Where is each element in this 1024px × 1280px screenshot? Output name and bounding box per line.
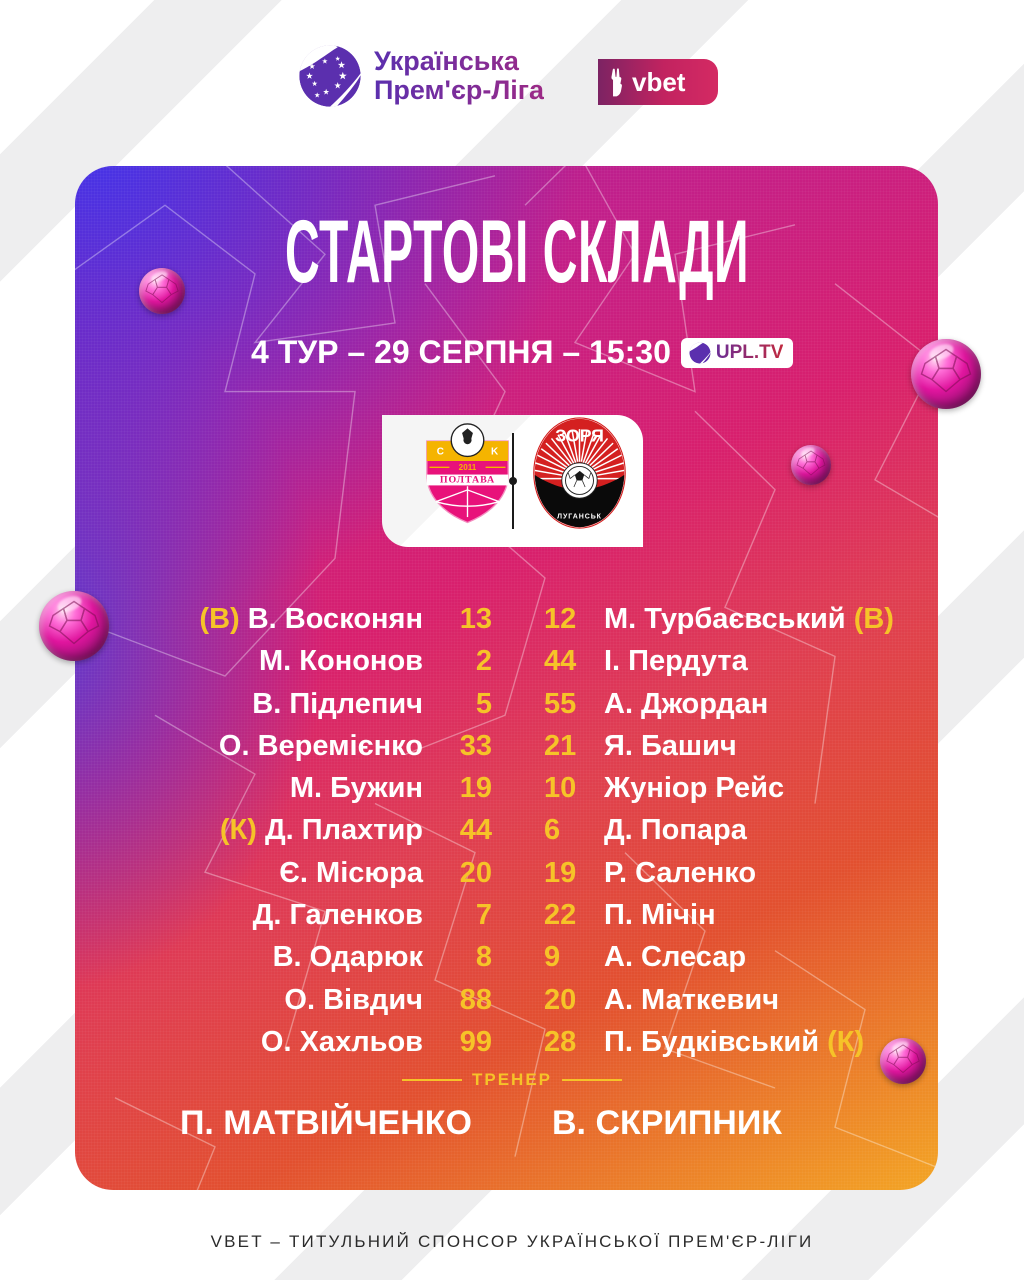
svg-text:C: C — [437, 447, 444, 458]
svg-text:ЛУГАНСЬК: ЛУГАНСЬК — [557, 514, 602, 521]
svg-text:2011: 2011 — [459, 463, 477, 472]
svg-text:ПОЛТАВА: ПОЛТАВА — [440, 475, 495, 486]
svg-text:ЗОРЯ: ЗОРЯ — [555, 425, 604, 445]
svg-text:K: K — [491, 447, 499, 458]
